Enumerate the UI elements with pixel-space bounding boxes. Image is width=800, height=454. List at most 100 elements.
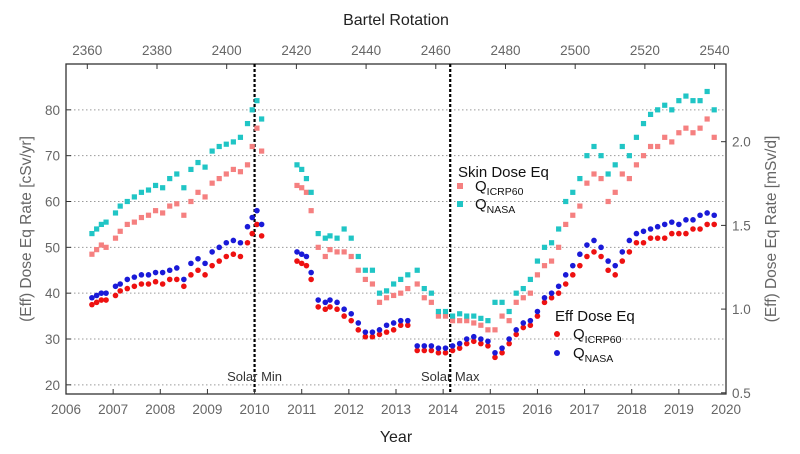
data-point (464, 318, 470, 324)
data-point (188, 260, 194, 267)
data-point (294, 162, 300, 168)
x-tick-label: 2006 (51, 402, 81, 417)
legend-eff-title: Eff Dose Eq (555, 308, 635, 325)
data-point (697, 226, 703, 232)
data-point (605, 171, 611, 177)
data-point (577, 251, 583, 258)
data-point (478, 340, 484, 347)
data-point (668, 219, 675, 225)
x-axis-title: Year (380, 429, 413, 446)
y-tick-label: 80 (45, 103, 60, 118)
y2-tick-label: 2.0 (732, 135, 751, 150)
data-point (174, 171, 180, 177)
y2-axis-title: (Eff) Dose Eq Rate [mSv/d] (763, 136, 780, 323)
data-point (520, 285, 526, 292)
y2-tick-label: 1.0 (732, 302, 751, 317)
data-point (669, 139, 675, 145)
data-point (449, 318, 456, 324)
data-point (591, 237, 597, 244)
data-point (299, 185, 305, 191)
data-point (181, 185, 187, 191)
data-point (237, 169, 244, 175)
legend-eff-nasa-q: Q (573, 345, 585, 362)
legend-eff-dose: Eff Dose Eq QICRP60 QNASA (554, 308, 635, 365)
y2-tick-label: 0.5 (732, 386, 751, 401)
data-point (216, 258, 223, 264)
data-point (258, 233, 265, 239)
data-point (258, 221, 265, 228)
data-point (640, 239, 647, 246)
data-point (633, 134, 640, 140)
data-point (704, 88, 710, 95)
data-point (421, 343, 428, 349)
data-point (506, 318, 512, 324)
data-point (117, 288, 124, 294)
data-point (308, 269, 314, 276)
data-point (464, 313, 470, 319)
data-point (103, 219, 109, 225)
data-point (103, 244, 109, 250)
data-point (362, 267, 368, 273)
data-point (167, 175, 173, 182)
data-point (414, 281, 420, 287)
data-point (138, 214, 145, 221)
data-point (124, 276, 131, 283)
x2-tick-label: 2460 (421, 43, 451, 58)
data-point (485, 338, 491, 345)
data-point (478, 322, 484, 328)
data-point (209, 249, 215, 255)
data-point (195, 267, 201, 274)
data-point (112, 210, 119, 216)
data-point (563, 221, 569, 228)
data-point (442, 313, 449, 319)
x2-tick-label: 2360 (72, 43, 102, 58)
data-point (348, 235, 354, 241)
data-point (103, 297, 109, 303)
data-point (506, 340, 512, 347)
data-point (435, 308, 442, 315)
data-point (112, 235, 119, 241)
data-point (303, 262, 310, 269)
data-point (216, 143, 222, 150)
data-point (640, 120, 647, 127)
data-point (414, 267, 420, 273)
y-tick-label: 70 (45, 149, 60, 164)
data-point (167, 203, 173, 209)
data-point (527, 322, 534, 329)
data-point (294, 258, 300, 264)
data-point (160, 210, 166, 216)
data-point (591, 249, 597, 255)
data-point (605, 258, 611, 264)
data-point (626, 237, 633, 244)
data-point (249, 143, 255, 150)
data-point (647, 226, 654, 232)
legend-skin-nasa-marker (457, 201, 463, 207)
data-point (555, 283, 562, 290)
data-point (94, 226, 100, 232)
x2-tick-label: 2420 (281, 43, 311, 58)
data-point (683, 217, 689, 223)
data-point (138, 189, 145, 195)
data-point (612, 189, 618, 195)
data-point (244, 120, 251, 127)
data-point (89, 230, 95, 237)
data-point (577, 262, 583, 269)
data-point (230, 166, 236, 173)
data-point (562, 281, 569, 287)
x2-axis-title: Bartel Rotation (343, 12, 449, 29)
data-point (668, 230, 675, 237)
data-point (690, 98, 696, 104)
data-point (152, 208, 159, 214)
data-point (209, 262, 215, 269)
data-point (188, 166, 194, 173)
data-point (223, 171, 229, 177)
data-point (541, 244, 548, 250)
data-point (711, 221, 718, 228)
x-tick-label: 2007 (98, 402, 128, 417)
data-point (499, 349, 505, 356)
data-point (166, 276, 173, 283)
data-point (485, 343, 491, 349)
data-point (534, 258, 541, 264)
data-point (414, 347, 421, 354)
data-point (404, 322, 411, 329)
